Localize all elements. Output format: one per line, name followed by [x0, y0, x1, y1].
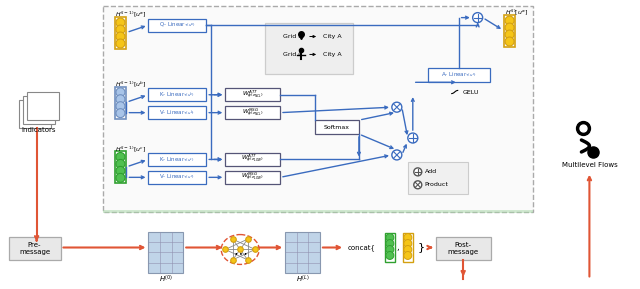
- Circle shape: [505, 30, 514, 39]
- Circle shape: [116, 32, 125, 41]
- FancyBboxPatch shape: [428, 68, 490, 82]
- Polygon shape: [104, 210, 532, 213]
- Circle shape: [473, 13, 483, 23]
- Circle shape: [404, 251, 412, 260]
- Circle shape: [404, 240, 412, 247]
- FancyBboxPatch shape: [148, 88, 206, 101]
- Text: A- Linear$_{\tau(u^a)}$: A- Linear$_{\tau(u^a)}$: [441, 71, 477, 79]
- Circle shape: [414, 181, 422, 189]
- Text: $H^{(l-1)}[u^a]$: $H^{(l-1)}[u^a]$: [115, 10, 147, 19]
- Text: V- Linear$_{\tau(u^c)}$: V- Linear$_{\tau(u^c)}$: [159, 173, 195, 181]
- FancyBboxPatch shape: [148, 153, 206, 166]
- FancyBboxPatch shape: [265, 23, 353, 74]
- Text: Pre-
message: Pre- message: [19, 242, 50, 255]
- FancyBboxPatch shape: [148, 171, 206, 184]
- Text: City A: City A: [323, 52, 342, 57]
- Circle shape: [386, 246, 394, 253]
- FancyBboxPatch shape: [148, 231, 183, 273]
- Text: Product: Product: [425, 182, 449, 187]
- Text: Multilevel Flows: Multilevel Flows: [561, 162, 618, 168]
- Text: $W_{\phi(e_{LOW})}^{MSG}$: $W_{\phi(e_{LOW})}^{MSG}$: [241, 171, 264, 184]
- Text: $W_{\phi(e_{LOW})}^{ATT}$: $W_{\phi(e_{LOW})}^{ATT}$: [241, 153, 264, 166]
- Circle shape: [414, 168, 422, 176]
- FancyBboxPatch shape: [408, 162, 468, 194]
- FancyBboxPatch shape: [436, 237, 491, 260]
- Circle shape: [116, 160, 125, 168]
- Circle shape: [408, 133, 418, 143]
- Text: $W_{\phi(e_{NCL})}^{ATT}$: $W_{\phi(e_{NCL})}^{ATT}$: [242, 89, 264, 101]
- Circle shape: [386, 240, 394, 247]
- Circle shape: [404, 234, 412, 242]
- Text: GELU: GELU: [463, 90, 479, 95]
- Circle shape: [404, 246, 412, 253]
- Text: $W_{\phi(e_{NCL})}^{MSG}$: $W_{\phi(e_{NCL})}^{MSG}$: [242, 107, 264, 119]
- Text: $H^{(L)}$: $H^{(L)}$: [296, 274, 310, 285]
- Circle shape: [392, 150, 402, 160]
- FancyBboxPatch shape: [285, 231, 320, 273]
- FancyBboxPatch shape: [9, 237, 61, 260]
- Text: Indicators: Indicators: [21, 127, 56, 133]
- Circle shape: [116, 102, 125, 111]
- Text: V- Linear$_{\tau(u^b)}$: V- Linear$_{\tau(u^b)}$: [159, 109, 195, 117]
- FancyBboxPatch shape: [148, 106, 206, 119]
- FancyBboxPatch shape: [225, 153, 280, 166]
- Text: concat{: concat{: [348, 244, 376, 251]
- Circle shape: [116, 39, 125, 48]
- Circle shape: [392, 102, 402, 112]
- Text: ,: ,: [397, 243, 399, 252]
- Circle shape: [386, 251, 394, 260]
- Text: City A: City A: [323, 34, 342, 39]
- Circle shape: [116, 109, 125, 118]
- Circle shape: [505, 23, 514, 32]
- Text: Post-
message: Post- message: [447, 242, 479, 255]
- Circle shape: [505, 37, 514, 46]
- Text: Grid C: Grid C: [283, 52, 303, 57]
- Text: K- Linear$_{\tau(u^c)}$: K- Linear$_{\tau(u^c)}$: [159, 155, 195, 164]
- Text: K- Linear$_{\tau(u^b)}$: K- Linear$_{\tau(u^b)}$: [159, 91, 195, 99]
- FancyBboxPatch shape: [225, 106, 280, 119]
- Circle shape: [116, 25, 125, 34]
- Circle shape: [116, 18, 125, 27]
- Text: $H^{(0)}$: $H^{(0)}$: [159, 274, 173, 285]
- Circle shape: [116, 95, 125, 104]
- Text: Add: Add: [425, 169, 437, 174]
- Circle shape: [116, 153, 125, 162]
- FancyBboxPatch shape: [225, 171, 280, 184]
- FancyBboxPatch shape: [148, 18, 206, 32]
- Text: Softmax: Softmax: [324, 125, 350, 129]
- Circle shape: [116, 173, 125, 182]
- Text: Grid B: Grid B: [283, 34, 303, 39]
- Text: $H^{(l-1)}[u^b]$: $H^{(l-1)}[u^b]$: [115, 79, 147, 89]
- Text: $\cdots$: $\cdots$: [233, 245, 247, 260]
- Text: $H^{(l)}[u^a]$: $H^{(l)}[u^a]$: [504, 8, 528, 17]
- FancyBboxPatch shape: [22, 96, 54, 124]
- Circle shape: [505, 16, 514, 25]
- Circle shape: [116, 166, 125, 175]
- Text: Q- Linear$_{\tau(u^a)}$: Q- Linear$_{\tau(u^a)}$: [159, 21, 196, 29]
- FancyBboxPatch shape: [315, 120, 359, 134]
- Circle shape: [386, 234, 394, 242]
- Circle shape: [116, 88, 125, 97]
- FancyBboxPatch shape: [27, 92, 59, 120]
- FancyBboxPatch shape: [225, 88, 280, 101]
- FancyBboxPatch shape: [19, 100, 51, 128]
- FancyBboxPatch shape: [104, 6, 532, 212]
- Text: }: }: [418, 242, 425, 253]
- Text: $H^{(l-1)}[u^c]$: $H^{(l-1)}[u^c]$: [115, 144, 147, 154]
